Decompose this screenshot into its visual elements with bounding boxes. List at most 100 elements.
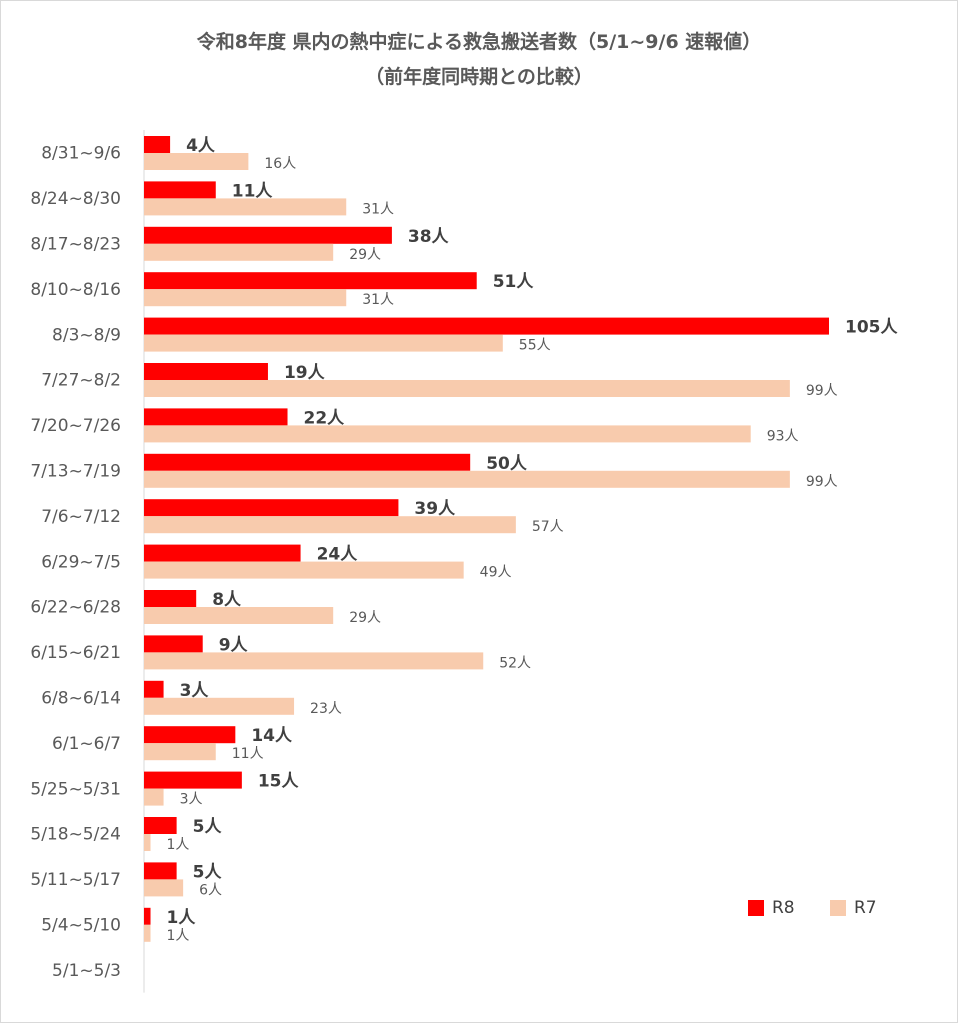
bar-r8: [144, 771, 242, 789]
bar-r8: [144, 136, 171, 153]
bar-r7: [144, 516, 516, 534]
category-label: 5/25~5/31: [30, 779, 121, 799]
data-label-r7: 1人: [167, 837, 190, 853]
bar-r8: [144, 317, 829, 335]
data-label-r7: 57人: [532, 519, 564, 535]
data-label-r7: 99人: [806, 383, 838, 399]
bar-r7: [144, 924, 151, 942]
bar-r7: [144, 334, 503, 352]
data-label-r8: 14人: [251, 726, 293, 746]
category-label: 5/18~5/24: [30, 825, 121, 845]
bar-r7: [144, 697, 295, 715]
category-label: 6/22~6/28: [30, 598, 121, 618]
bar-r7: [144, 425, 751, 443]
data-label-r7: 55人: [519, 338, 551, 354]
bar-r7: [144, 879, 184, 897]
data-label-r8: 9人: [219, 635, 249, 655]
category-label: 8/31~9/6: [41, 144, 121, 164]
data-label-r8: 51人: [493, 272, 535, 292]
category-label: 7/27~8/2: [41, 371, 121, 391]
category-label: 5/11~5/17: [30, 870, 121, 890]
bar-r8: [144, 499, 399, 517]
data-label-r7: 11人: [232, 746, 264, 762]
data-label-r8: 5人: [193, 862, 223, 882]
bar-r8: [144, 635, 203, 653]
data-label-r8: 15人: [258, 772, 300, 792]
data-label-r8: 1人: [167, 908, 197, 928]
category-label: 8/24~8/30: [30, 189, 121, 209]
category-label: 5/4~5/10: [41, 916, 121, 936]
data-label-r7: 3人: [180, 792, 203, 808]
category-label: 6/29~7/5: [41, 552, 121, 572]
data-label-r7: 52人: [499, 655, 531, 671]
category-label: 8/17~8/23: [30, 235, 121, 255]
category-label: 5/1~5/3: [52, 961, 121, 981]
chart-title: 令和8年度 県内の熱中症による救急搬送者数（5/1~9/6 速報値）: [196, 31, 762, 53]
data-label-r8: 19人: [284, 363, 326, 383]
bar-r8: [144, 907, 151, 925]
data-label-r7: 23人: [310, 701, 342, 717]
legend-label-r7: R7: [854, 898, 877, 918]
legend-swatch-r7: [830, 900, 846, 916]
data-label-r7: 49人: [480, 565, 512, 581]
bar-r8: [144, 453, 471, 471]
data-label-r7: 1人: [167, 928, 190, 944]
bar-r7: [144, 743, 216, 761]
bar-r8: [144, 680, 164, 698]
data-label-r8: 105人: [845, 318, 898, 338]
bar-r7: [144, 380, 790, 397]
data-label-r7: 31人: [362, 201, 394, 217]
data-label-r7: 29人: [349, 610, 381, 626]
legend-swatch-r8: [748, 900, 764, 916]
data-label-r7: 29人: [349, 247, 381, 263]
bar-r7: [144, 198, 347, 216]
bar-r8: [144, 544, 301, 562]
category-label: 7/20~7/26: [30, 416, 121, 436]
category-label: 7/13~7/19: [30, 462, 121, 482]
data-label-r7: 99人: [806, 474, 838, 490]
data-label-r8: 39人: [414, 499, 456, 519]
data-label-r7: 6人: [199, 882, 222, 898]
bar-r8: [144, 363, 268, 380]
bar-r7: [144, 788, 164, 806]
bar-r7: [144, 470, 790, 488]
bar-r7: [144, 153, 249, 170]
bar-r8: [144, 726, 236, 744]
bar-r8: [144, 862, 177, 880]
bar-r7: [144, 652, 484, 670]
legend-label-r8: R8: [772, 898, 795, 918]
bar-r7: [144, 561, 464, 579]
category-label: 8/10~8/16: [30, 280, 121, 300]
category-label: 8/3~8/9: [52, 325, 121, 345]
bar-r8: [144, 817, 177, 834]
chart-subtitle: （前年度同時期との比較）: [365, 66, 593, 88]
data-label-r8: 3人: [180, 681, 210, 701]
bar-r7: [144, 607, 334, 624]
data-label-r8: 22人: [304, 408, 346, 428]
bar-r7: [144, 834, 151, 851]
data-label-r8: 5人: [193, 817, 223, 837]
legend-item-r7: R7: [830, 896, 877, 920]
bar-r8: [144, 408, 288, 426]
category-label: 6/8~6/14: [41, 689, 121, 709]
bar-r8: [144, 181, 216, 199]
category-label: 7/6~7/12: [41, 507, 121, 527]
data-label-r7: 16人: [264, 156, 296, 172]
data-label-r7: 31人: [362, 292, 394, 308]
data-label-r8: 11人: [232, 181, 274, 201]
data-label-r8: 8人: [212, 590, 242, 610]
data-label-r7: 93人: [767, 428, 799, 444]
data-label-r8: 4人: [186, 136, 216, 156]
data-label-r8: 24人: [317, 545, 359, 565]
bar-r8: [144, 272, 477, 290]
bar-r7: [144, 289, 347, 307]
category-label: 6/1~6/7: [52, 734, 121, 754]
category-label: 6/15~6/21: [30, 643, 121, 663]
legend-item-r8: R8: [748, 896, 795, 920]
bar-r8: [144, 590, 197, 607]
bar-r8: [144, 226, 392, 244]
bar-r7: [144, 243, 334, 261]
data-label-r8: 50人: [486, 454, 528, 474]
data-label-r8: 38人: [408, 227, 450, 247]
